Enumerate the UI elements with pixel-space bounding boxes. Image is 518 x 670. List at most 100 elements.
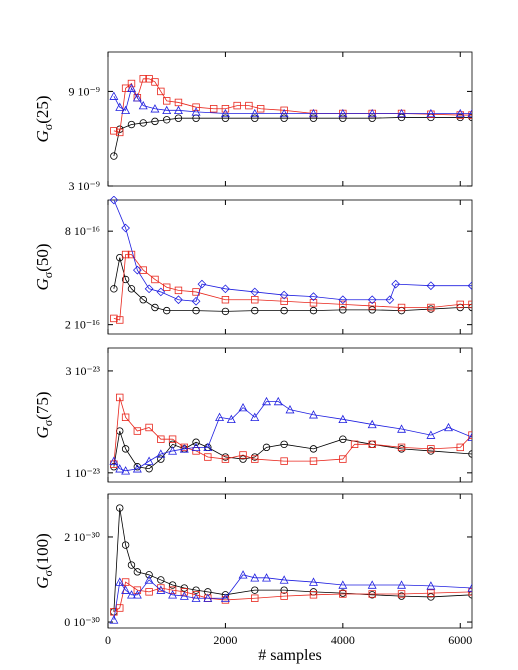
marker bbox=[144, 284, 154, 294]
marker bbox=[110, 314, 118, 323]
marker bbox=[139, 119, 147, 127]
marker bbox=[145, 423, 153, 432]
marker bbox=[280, 592, 288, 600]
marker bbox=[339, 300, 347, 309]
marker bbox=[262, 396, 271, 406]
marker bbox=[138, 100, 148, 110]
marker bbox=[121, 84, 130, 92]
y-label-main: G bbox=[33, 278, 52, 290]
marker bbox=[151, 117, 159, 126]
marker bbox=[285, 405, 295, 414]
marker bbox=[309, 299, 318, 307]
marker bbox=[191, 107, 201, 116]
marker bbox=[467, 432, 472, 441]
marker bbox=[309, 410, 318, 419]
marker bbox=[427, 593, 435, 601]
y-label-sub: σ bbox=[41, 570, 55, 577]
marker bbox=[338, 580, 348, 589]
marker bbox=[426, 581, 436, 590]
marker bbox=[121, 250, 130, 259]
marker bbox=[309, 108, 318, 118]
marker bbox=[168, 435, 177, 443]
series-line bbox=[113, 430, 472, 470]
plot-frame bbox=[107, 493, 473, 629]
panel: 2 10⁻¹⁶ 8 10⁻¹⁶ Gσ(50) bbox=[33, 196, 473, 335]
marker bbox=[145, 465, 153, 473]
marker bbox=[368, 440, 376, 448]
marker bbox=[180, 584, 189, 592]
marker bbox=[221, 307, 230, 316]
marker bbox=[151, 78, 159, 86]
marker bbox=[133, 427, 142, 435]
x-tick-label: 4000 bbox=[331, 633, 355, 647]
marker bbox=[121, 578, 130, 586]
marker bbox=[110, 285, 118, 293]
marker bbox=[157, 87, 165, 96]
y-label-arg: (100) bbox=[33, 533, 52, 570]
marker bbox=[121, 105, 131, 115]
marker bbox=[339, 306, 347, 314]
marker bbox=[203, 442, 213, 452]
marker bbox=[397, 108, 407, 118]
y-tick-label: 3 10⁻²³ bbox=[65, 364, 100, 378]
marker bbox=[145, 588, 153, 596]
marker bbox=[221, 296, 230, 304]
marker bbox=[173, 105, 183, 115]
marker bbox=[109, 196, 119, 205]
series-line bbox=[113, 397, 472, 465]
marker bbox=[139, 75, 147, 83]
marker bbox=[192, 438, 200, 446]
marker bbox=[309, 591, 318, 599]
marker bbox=[367, 580, 377, 589]
marker bbox=[220, 593, 230, 602]
marker bbox=[127, 285, 136, 293]
marker bbox=[309, 577, 318, 586]
marker bbox=[338, 108, 348, 118]
marker bbox=[368, 306, 376, 314]
marker bbox=[116, 604, 124, 612]
series-line bbox=[113, 87, 472, 114]
marker bbox=[116, 393, 124, 402]
marker bbox=[174, 286, 183, 295]
marker bbox=[180, 588, 189, 596]
series-line bbox=[113, 401, 472, 472]
marker bbox=[250, 287, 260, 297]
marker bbox=[121, 445, 130, 453]
y-axis-label: Gσ(25) bbox=[33, 95, 55, 142]
marker bbox=[338, 414, 348, 424]
marker bbox=[121, 275, 130, 284]
marker bbox=[132, 93, 142, 102]
marker bbox=[127, 79, 136, 88]
marker bbox=[151, 303, 159, 312]
marker bbox=[251, 586, 259, 594]
y-tick-label: 9 10⁻⁹ bbox=[68, 84, 100, 98]
series-line bbox=[113, 574, 472, 620]
marker bbox=[192, 586, 200, 594]
marker bbox=[397, 113, 406, 122]
marker bbox=[139, 266, 147, 274]
marker bbox=[280, 297, 288, 305]
marker bbox=[251, 306, 259, 315]
plot-area bbox=[109, 504, 472, 624]
marker bbox=[250, 573, 260, 582]
marker bbox=[251, 296, 259, 304]
marker bbox=[280, 114, 288, 122]
marker bbox=[127, 250, 136, 259]
marker bbox=[397, 590, 406, 598]
marker bbox=[456, 300, 464, 309]
marker bbox=[251, 455, 259, 463]
marker bbox=[139, 296, 147, 304]
x-tick-label: 2000 bbox=[213, 633, 237, 647]
series-line bbox=[113, 507, 472, 612]
marker bbox=[221, 455, 230, 463]
marker bbox=[116, 316, 124, 324]
marker bbox=[368, 302, 376, 310]
series-line bbox=[113, 78, 472, 133]
panel: 0 10⁻³⁰ 2 10⁻³⁰ 0 2000 4000 6000 # samples Gσ(1… bbox=[33, 493, 473, 664]
marker bbox=[385, 295, 395, 305]
y-label-arg: (75) bbox=[33, 391, 52, 419]
marker bbox=[367, 295, 377, 305]
marker bbox=[157, 435, 165, 443]
marker bbox=[279, 575, 289, 584]
